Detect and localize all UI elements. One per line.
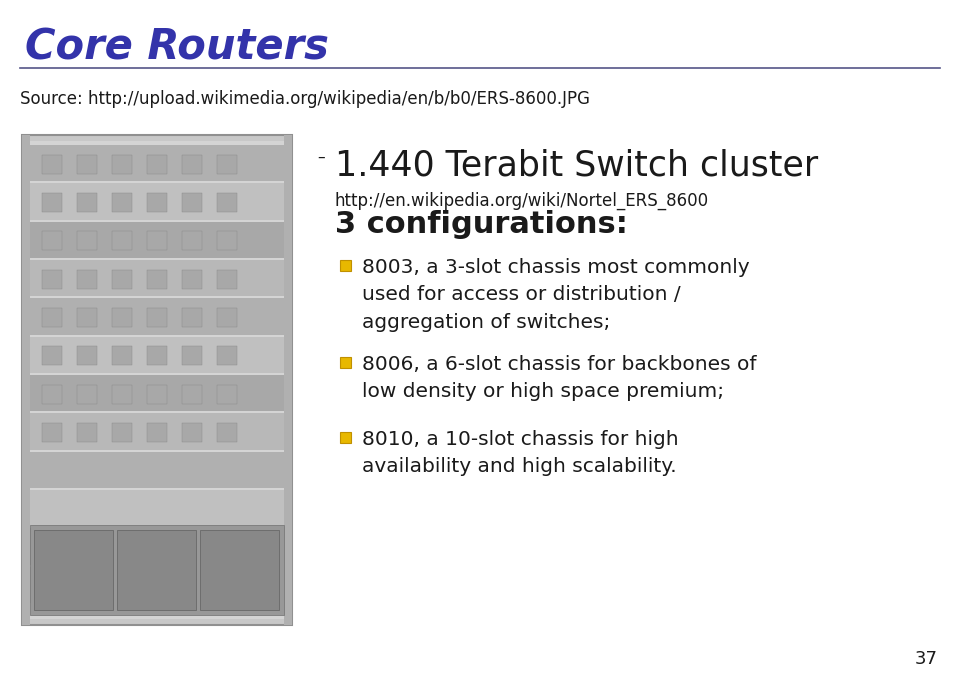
- Bar: [217, 346, 237, 365]
- Bar: [30, 375, 284, 411]
- Bar: [77, 193, 97, 212]
- Bar: [42, 423, 62, 442]
- Bar: [42, 193, 62, 212]
- Bar: [147, 385, 167, 404]
- Text: Source: http://upload.wikimedia.org/wikipedia/en/b/b0/ERS-8600.JPG: Source: http://upload.wikimedia.org/wiki…: [20, 90, 590, 108]
- Bar: [34, 530, 113, 610]
- Bar: [112, 346, 132, 365]
- Bar: [147, 232, 167, 251]
- Bar: [42, 346, 62, 365]
- Bar: [77, 154, 97, 173]
- Bar: [182, 154, 202, 173]
- Bar: [42, 385, 62, 404]
- Bar: [112, 423, 132, 442]
- Bar: [147, 346, 167, 365]
- Bar: [217, 385, 237, 404]
- Text: 1.440 Terabit Switch cluster: 1.440 Terabit Switch cluster: [335, 148, 818, 182]
- Bar: [77, 270, 97, 289]
- Bar: [30, 413, 284, 449]
- Text: http://en.wikipedia.org/wiki/Nortel_ERS_8600: http://en.wikipedia.org/wiki/Nortel_ERS_…: [335, 192, 709, 210]
- Bar: [217, 154, 237, 173]
- Bar: [182, 193, 202, 212]
- Bar: [42, 308, 62, 327]
- Bar: [77, 308, 97, 327]
- Bar: [30, 490, 284, 527]
- Bar: [30, 529, 284, 565]
- Bar: [182, 423, 202, 442]
- Text: 37: 37: [915, 650, 938, 668]
- Bar: [340, 260, 351, 271]
- Bar: [77, 232, 97, 251]
- Text: Core Routers: Core Routers: [25, 26, 329, 68]
- Bar: [340, 432, 351, 443]
- Bar: [77, 423, 97, 442]
- Bar: [147, 308, 167, 327]
- Bar: [147, 270, 167, 289]
- Bar: [30, 525, 284, 615]
- Bar: [112, 154, 132, 173]
- Bar: [30, 260, 284, 296]
- Bar: [117, 530, 196, 610]
- Bar: [30, 451, 284, 488]
- Bar: [182, 232, 202, 251]
- Bar: [182, 308, 202, 327]
- Bar: [77, 346, 97, 365]
- Text: –: –: [317, 150, 324, 165]
- Bar: [112, 193, 132, 212]
- Bar: [112, 308, 132, 327]
- Bar: [30, 222, 284, 258]
- Bar: [340, 357, 351, 368]
- Bar: [30, 183, 284, 220]
- Bar: [112, 232, 132, 251]
- Bar: [42, 154, 62, 173]
- Bar: [42, 270, 62, 289]
- Bar: [22, 135, 30, 625]
- Bar: [182, 270, 202, 289]
- Bar: [217, 232, 237, 251]
- Bar: [30, 337, 284, 373]
- Bar: [22, 135, 292, 625]
- Bar: [182, 385, 202, 404]
- Bar: [30, 567, 284, 603]
- Bar: [200, 530, 279, 610]
- Bar: [30, 145, 284, 181]
- Bar: [284, 135, 292, 625]
- Bar: [147, 154, 167, 173]
- Bar: [217, 423, 237, 442]
- Text: 8003, a 3-slot chassis most commonly
used for access or distribution /
aggregati: 8003, a 3-slot chassis most commonly use…: [362, 258, 750, 331]
- Bar: [28, 141, 286, 619]
- Bar: [217, 308, 237, 327]
- Bar: [42, 232, 62, 251]
- Text: 8010, a 10-slot chassis for high
availability and high scalability.: 8010, a 10-slot chassis for high availab…: [362, 430, 679, 476]
- Bar: [182, 346, 202, 365]
- Text: 8006, a 6-slot chassis for backbones of
low density or high space premium;: 8006, a 6-slot chassis for backbones of …: [362, 355, 756, 401]
- Text: 3 configurations:: 3 configurations:: [335, 210, 628, 239]
- Bar: [147, 423, 167, 442]
- Bar: [77, 385, 97, 404]
- Bar: [112, 385, 132, 404]
- Bar: [147, 193, 167, 212]
- Bar: [30, 298, 284, 335]
- Bar: [217, 270, 237, 289]
- Bar: [112, 270, 132, 289]
- Bar: [217, 193, 237, 212]
